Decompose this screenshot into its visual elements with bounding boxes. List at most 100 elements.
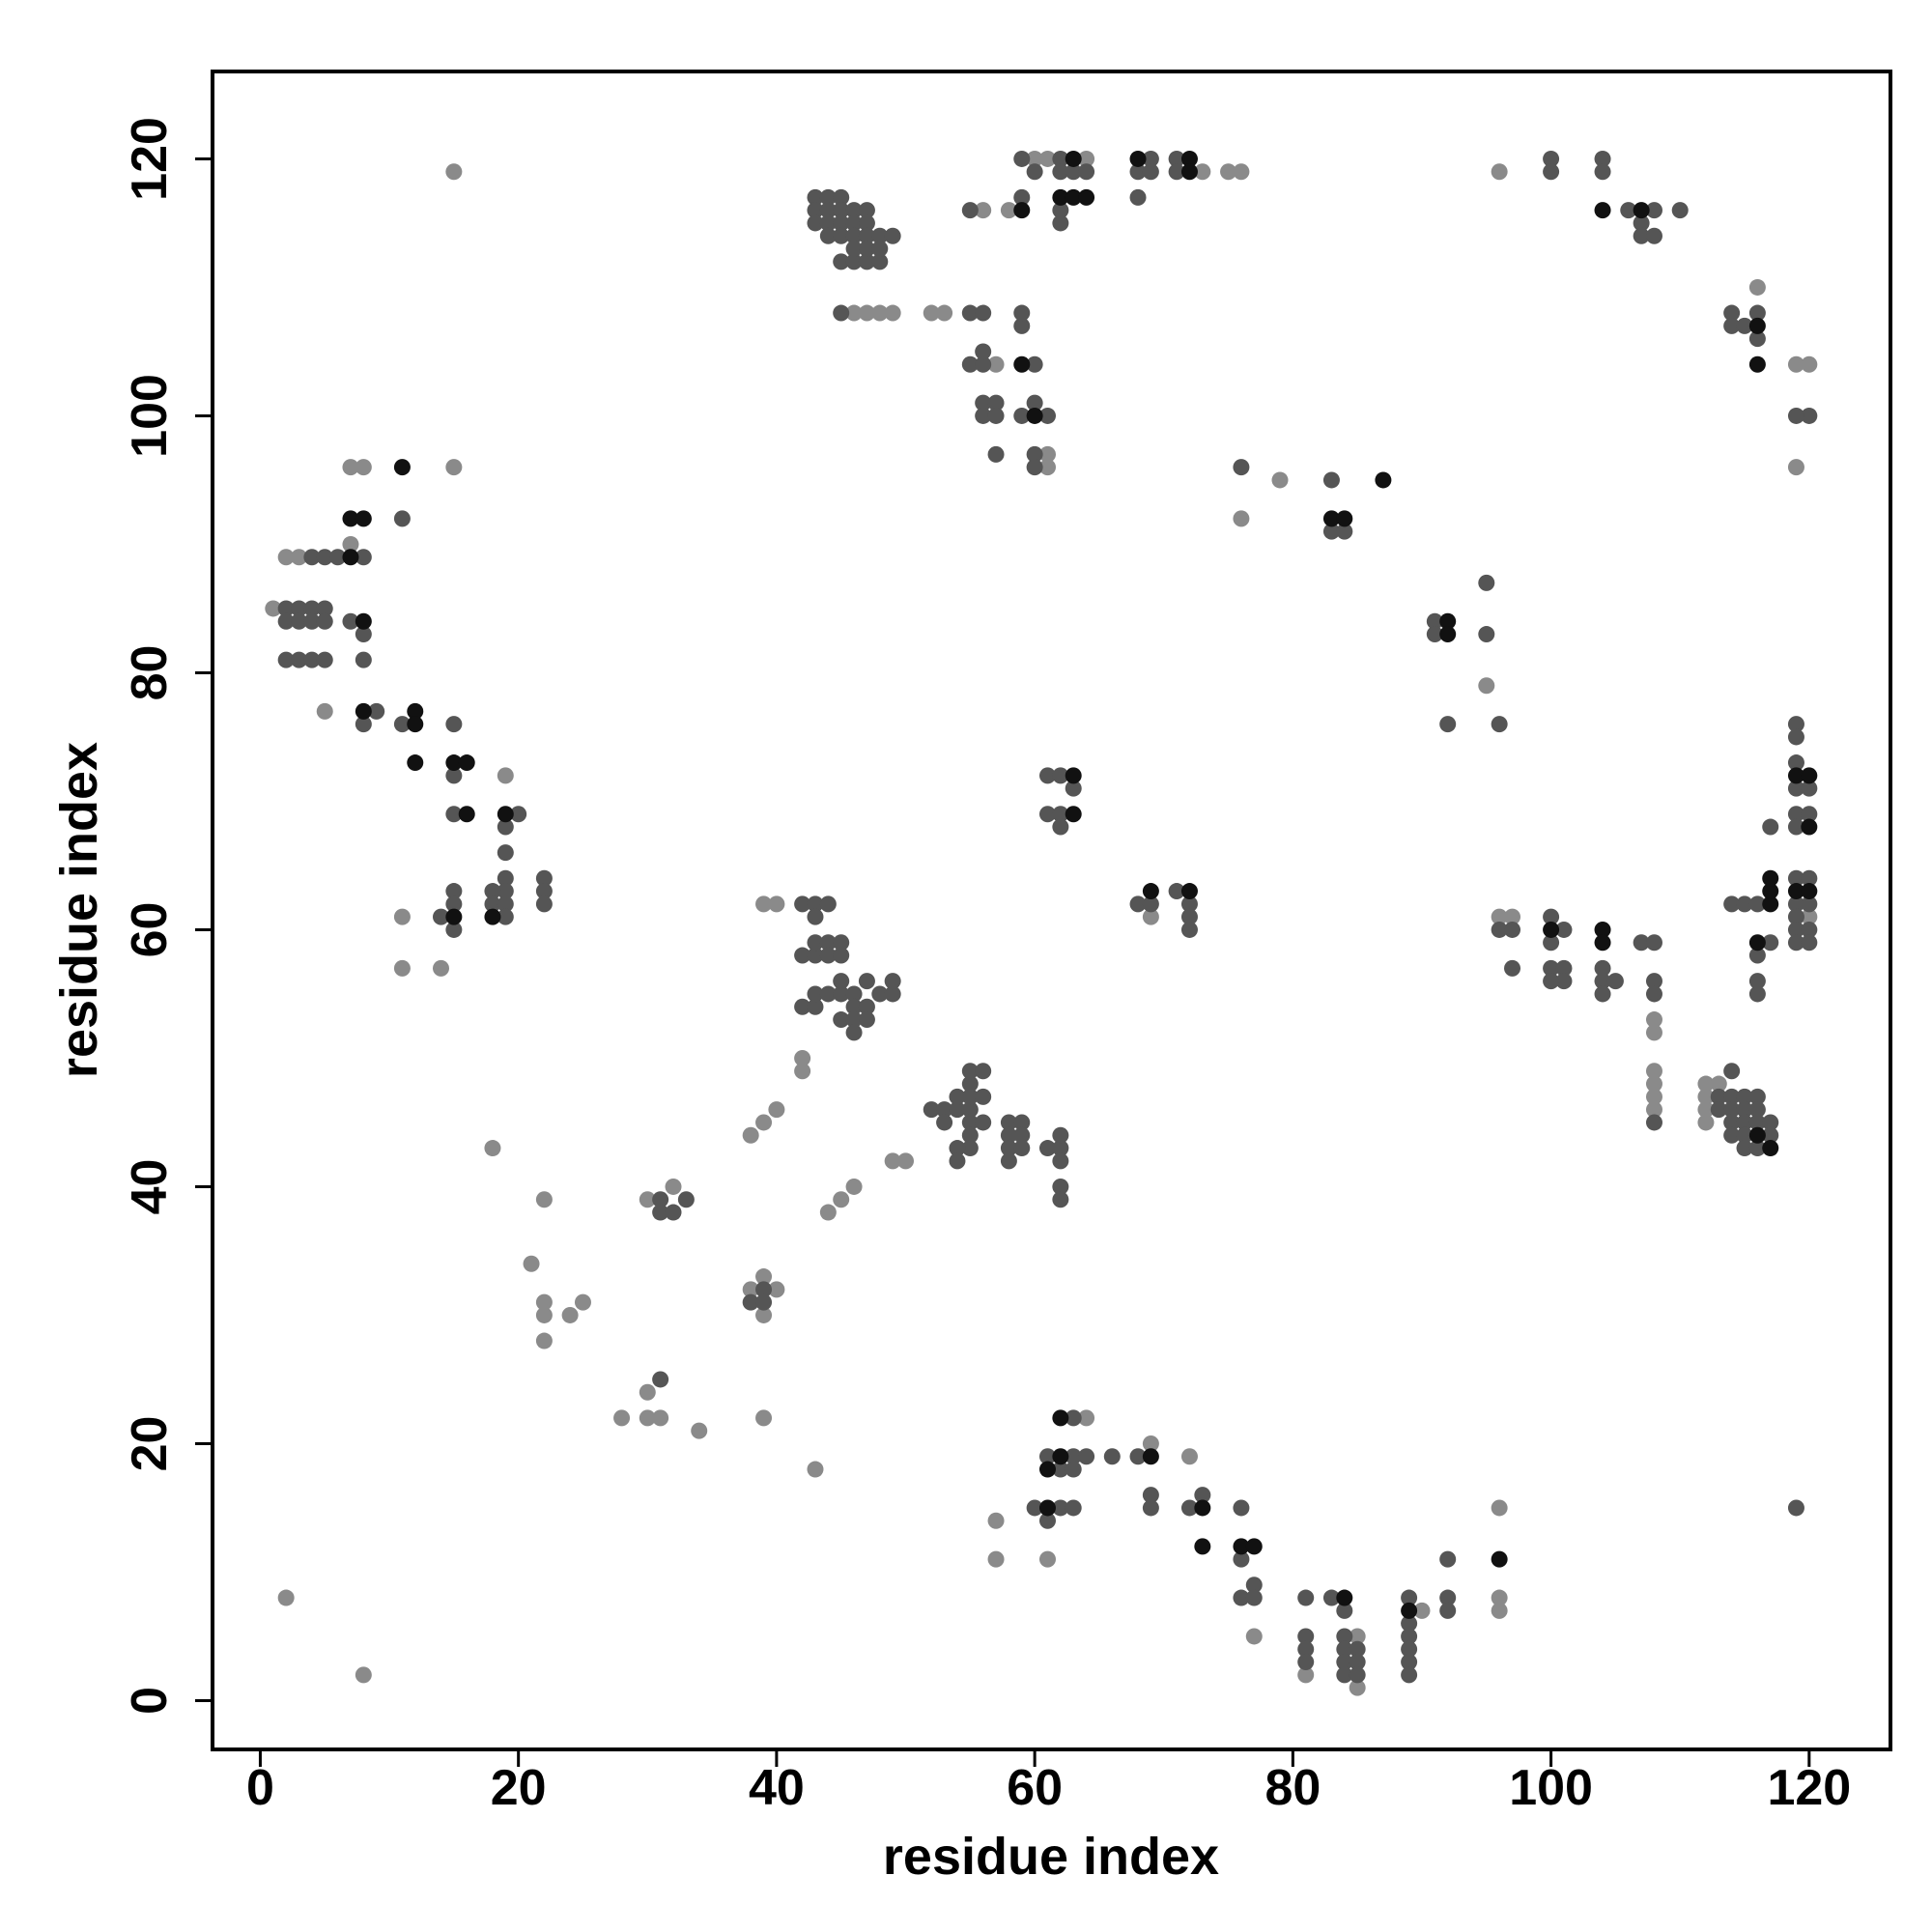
point bbox=[1491, 1589, 1508, 1606]
point bbox=[871, 304, 889, 322]
point bbox=[445, 883, 463, 900]
point bbox=[1336, 1628, 1353, 1645]
point bbox=[1038, 1512, 1056, 1529]
point bbox=[858, 1011, 875, 1029]
point bbox=[961, 1140, 979, 1157]
point bbox=[1491, 716, 1508, 733]
point bbox=[1180, 908, 1198, 925]
point bbox=[987, 407, 1005, 424]
point bbox=[1491, 163, 1508, 181]
point bbox=[1052, 1409, 1069, 1427]
point bbox=[1748, 1101, 1766, 1119]
point bbox=[1322, 1589, 1340, 1606]
point bbox=[807, 895, 824, 913]
point bbox=[1349, 1666, 1366, 1684]
point bbox=[1594, 934, 1611, 952]
point bbox=[1748, 304, 1766, 322]
point bbox=[1801, 908, 1818, 925]
point bbox=[1038, 459, 1056, 476]
point bbox=[794, 1049, 811, 1066]
x-axis-title: residue index bbox=[883, 1828, 1219, 1886]
point bbox=[1013, 1114, 1031, 1131]
point bbox=[1491, 908, 1508, 925]
point bbox=[1762, 934, 1779, 952]
point bbox=[871, 241, 889, 258]
point bbox=[355, 716, 372, 733]
point bbox=[1748, 355, 1766, 373]
point bbox=[277, 651, 295, 668]
point bbox=[1543, 921, 1560, 938]
point bbox=[316, 612, 333, 630]
point bbox=[1078, 1448, 1095, 1465]
point bbox=[1078, 1409, 1095, 1427]
point bbox=[1065, 767, 1082, 784]
point bbox=[1723, 1101, 1741, 1119]
point bbox=[936, 1101, 953, 1119]
point bbox=[1336, 1654, 1353, 1671]
y-axis-title: residue index bbox=[50, 742, 108, 1078]
point bbox=[1787, 355, 1804, 373]
y-tick-label: 60 bbox=[122, 902, 178, 958]
point bbox=[1336, 523, 1353, 540]
point bbox=[1736, 1088, 1753, 1105]
point bbox=[1723, 895, 1741, 913]
point bbox=[1038, 1550, 1056, 1568]
point bbox=[1748, 1088, 1766, 1105]
point bbox=[1787, 716, 1804, 733]
point bbox=[1375, 471, 1392, 489]
point bbox=[445, 908, 463, 925]
point bbox=[445, 459, 463, 476]
point bbox=[1594, 150, 1611, 167]
point bbox=[342, 612, 359, 630]
point bbox=[1322, 471, 1340, 489]
point bbox=[1478, 626, 1495, 643]
point bbox=[961, 1114, 979, 1131]
point bbox=[1723, 304, 1741, 322]
point bbox=[1180, 895, 1198, 913]
point bbox=[1543, 959, 1560, 977]
point bbox=[975, 1063, 992, 1080]
point bbox=[393, 510, 411, 527]
point bbox=[1762, 818, 1779, 836]
point bbox=[1142, 1448, 1159, 1465]
point bbox=[1801, 780, 1818, 797]
point bbox=[975, 1114, 992, 1131]
point bbox=[975, 202, 992, 219]
point bbox=[1762, 869, 1779, 887]
point bbox=[1543, 973, 1560, 990]
point bbox=[845, 227, 863, 244]
point bbox=[1038, 1461, 1056, 1478]
point bbox=[1478, 677, 1495, 695]
point bbox=[1697, 1088, 1715, 1105]
x-tick-label: 100 bbox=[1509, 1760, 1593, 1816]
point bbox=[1543, 934, 1560, 952]
point bbox=[833, 227, 850, 244]
point bbox=[1065, 806, 1082, 823]
point bbox=[342, 510, 359, 527]
point bbox=[819, 1204, 837, 1221]
point bbox=[1697, 1101, 1715, 1119]
point bbox=[936, 1114, 953, 1131]
point bbox=[1645, 1011, 1662, 1029]
point bbox=[1220, 163, 1237, 181]
point bbox=[1038, 806, 1056, 823]
point bbox=[1026, 394, 1043, 412]
point bbox=[807, 947, 824, 964]
point bbox=[1013, 188, 1031, 206]
point bbox=[794, 998, 811, 1015]
point bbox=[1801, 895, 1818, 913]
point bbox=[1787, 767, 1804, 784]
point bbox=[1645, 934, 1662, 952]
point bbox=[1180, 1448, 1198, 1465]
point bbox=[742, 1126, 759, 1144]
point bbox=[1052, 818, 1069, 836]
point bbox=[1787, 459, 1804, 476]
point bbox=[1748, 278, 1766, 296]
point bbox=[833, 214, 850, 232]
point bbox=[445, 767, 463, 784]
point bbox=[961, 1126, 979, 1144]
point bbox=[1271, 471, 1289, 489]
point bbox=[1801, 921, 1818, 938]
point bbox=[316, 549, 333, 566]
point bbox=[1736, 1101, 1753, 1119]
